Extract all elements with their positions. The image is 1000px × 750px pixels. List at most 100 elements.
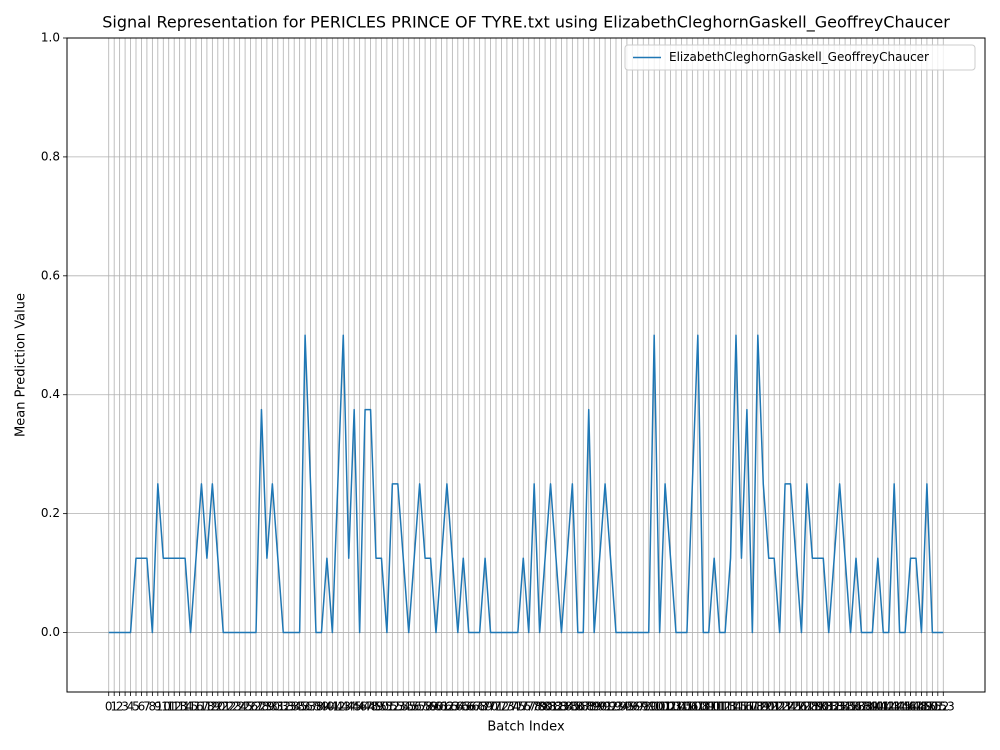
x-tick-label: 68 [472,700,487,714]
x-tick-label: 8 [149,700,157,714]
x-tick-label: 24 [232,700,247,714]
x-tick-label: 125 [779,700,802,714]
y-tick-label: 0.2 [41,506,60,520]
x-tick-label: 84 [559,700,574,714]
x-tick-label: 95 [619,700,634,714]
x-tick-label: 133 [823,700,846,714]
x-tick-label: 6 [138,700,146,714]
chart-title: Signal Representation for PERICLES PRINC… [102,13,950,33]
x-tick-label: 111 [703,700,726,714]
x-tick-label: 44 [341,700,356,714]
x-tick-label: 41 [325,700,340,714]
x-tick-label: 2 [116,700,124,714]
x-tick-label: 18 [199,700,214,714]
x-tick-label: 148 [905,700,928,714]
x-tick-label: 104 [665,700,688,714]
x-tick-label: 38 [308,700,323,714]
x-tick-label: 124 [774,700,797,714]
x-tick-label: 136 [839,700,862,714]
x-tick-label: 39 [314,700,329,714]
x-tick-label: 69 [477,700,492,714]
x-tick-label: 120 [752,700,775,714]
x-tick-label: 92 [603,700,618,714]
x-tick-label: 135 [834,700,857,714]
x-tick-label: 144 [883,700,906,714]
x-tick-label: 71 [488,700,503,714]
x-tick-label: 26 [243,700,258,714]
x-tick-label: 72 [494,700,509,714]
x-tick-label: 131 [812,700,835,714]
x-tick-label: 57 [412,700,427,714]
x-tick-label: 153 [932,700,955,714]
x-tick-label: 56 [407,700,422,714]
x-tick-label: 86 [570,700,585,714]
x-tick-label: 53 [390,700,405,714]
x-tick-label: 116 [730,700,753,714]
x-tick-label: 73 [499,700,514,714]
x-tick-label: 10 [156,700,171,714]
x-tick-label: 15 [183,700,198,714]
x-tick-label: 141 [866,700,889,714]
x-tick-label: 112 [708,700,731,714]
x-tick-label: 28 [254,700,269,714]
x-tick-label: 16 [188,700,203,714]
plot [108,334,944,634]
x-tick-label: 123 [768,700,791,714]
x-tick-label: 140 [861,700,884,714]
legend: ElizabethCleghornGaskell_GeoffreyChaucer [624,44,976,71]
x-tick-label: 20 [210,700,225,714]
x-tick-label: 31 [270,700,285,714]
x-tick-label: 101 [648,700,671,714]
y-tick-label: 1.0 [41,31,60,45]
x-tick-label: 58 [417,700,432,714]
x-tick-label: 19 [205,700,220,714]
x-tick-label: 49 [368,700,383,714]
x-tick-label: 128 [795,700,818,714]
x-tick-label: 107 [681,700,704,714]
legend-label: ElizabethCleghornGaskell_GeoffreyChaucer [669,50,929,64]
x-tick-label: 35 [292,700,307,714]
x-tick-label: 74 [505,700,520,714]
x-tick-label: 79 [532,700,547,714]
x-tick-label: 113 [714,700,737,714]
x-tick-label: 118 [741,700,764,714]
x-tick-label: 126 [785,700,808,714]
x-tick-label: 87 [576,700,591,714]
x-tick-label: 103 [659,700,682,714]
x-tick-label: 152 [926,700,949,714]
x-tick-label: 48 [363,700,378,714]
x-tick-label: 33 [281,700,296,714]
x-tick-label: 1 [110,700,118,714]
x-tick-label: 36 [297,700,312,714]
x-tick-label: 34 [287,700,302,714]
x-tick-label: 81 [543,700,558,714]
x-tick-label: 76 [516,700,531,714]
x-tick-label: 43 [336,700,351,714]
y-axis-label: Mean Prediction Value [14,293,29,437]
x-tick-label: 22 [221,700,236,714]
x-tick-label: 145 [888,700,911,714]
x-tick-label: 14 [177,700,192,714]
x-tick-label: 42 [330,700,345,714]
x-tick-label: 12 [167,700,182,714]
x-tick-label: 99 [641,700,656,714]
y-tick-label: 0.6 [41,268,60,282]
x-tick-label: 62 [439,700,454,714]
x-tick-label: 55 [401,700,416,714]
x-tick-label: 100 [643,700,666,714]
x-tick-label: 94 [614,700,629,714]
x-tick-label: 11 [161,700,176,714]
x-tick-label: 29 [259,700,274,714]
x-tick-label: 67 [467,700,482,714]
x-tick-label: 25 [237,700,252,714]
x-tick-label: 110 [697,700,720,714]
axes-frame [66,37,986,693]
x-tick-label: 88 [581,700,596,714]
x-tick-label: 70 [483,700,498,714]
x-tick-label: 108 [686,700,709,714]
x-tick-label: 37 [303,700,318,714]
x-tick-label: 78 [527,700,542,714]
x-tick-label: 106 [675,700,698,714]
